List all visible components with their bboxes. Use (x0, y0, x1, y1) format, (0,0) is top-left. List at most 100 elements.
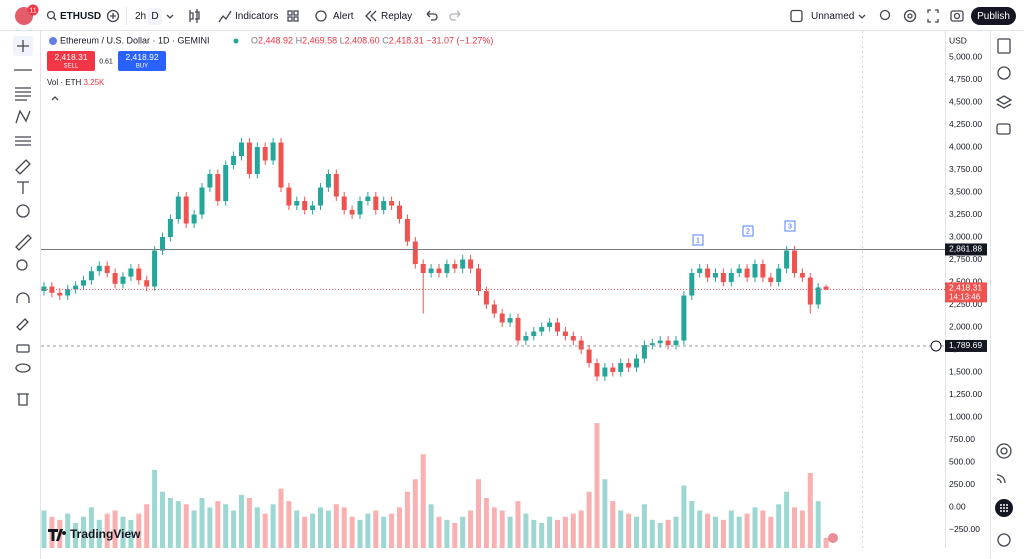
candle-body (570, 336, 576, 341)
volume-bar (634, 516, 639, 548)
text-tool[interactable] (17, 181, 29, 194)
visibility-tool[interactable] (15, 363, 31, 373)
candle-body (199, 187, 205, 215)
cursor-tool[interactable] (17, 40, 29, 52)
emoji-tool[interactable] (16, 204, 30, 218)
add-alert-button[interactable] (930, 340, 942, 352)
volume-bar (341, 507, 347, 548)
volume-bar (199, 498, 205, 548)
volume-bar (483, 498, 489, 548)
layout-name[interactable]: Unnamed (811, 11, 854, 22)
y-tick-label: 500.00 (949, 456, 975, 466)
fib-tool[interactable] (15, 87, 31, 101)
undo-icon[interactable] (426, 10, 438, 21)
candle-body (807, 277, 813, 305)
zoom-tool[interactable] (16, 259, 28, 271)
indicators[interactable]: Indicators (235, 11, 278, 22)
brush-tool[interactable] (15, 159, 31, 175)
candle-body (594, 363, 600, 377)
quick-search-icon[interactable] (879, 9, 891, 21)
settings-icon[interactable] (903, 9, 917, 23)
interval-active[interactable]: D (151, 11, 158, 22)
y-tick-label: 5,000.00 (949, 51, 982, 61)
candle-body (333, 174, 339, 197)
replay[interactable]: Replay (381, 11, 412, 22)
candle-body (341, 196, 347, 211)
symbol[interactable]: ETHUSD (60, 11, 101, 22)
candle-body (254, 147, 260, 175)
forecast-tool[interactable] (15, 136, 31, 146)
sell-label[interactable]: SELL (64, 64, 79, 70)
indicators-icon[interactable] (218, 10, 232, 23)
volume-bar (412, 479, 418, 548)
annotation: 3 (788, 223, 792, 230)
candle-body (365, 196, 371, 202)
plot: 1 2 3 (41, 138, 945, 548)
volume-bar (152, 469, 158, 548)
buy-price[interactable]: 2,418.92 (125, 52, 158, 62)
y-tick-label: 3,500.00 (949, 186, 982, 196)
candle-body (112, 273, 118, 284)
magnet-tool[interactable] (16, 292, 30, 303)
layers-icon[interactable] (995, 95, 1013, 109)
interval-menu-icon[interactable] (166, 14, 174, 19)
legend-value: 2,418.31 (389, 36, 424, 46)
countdown: 14:13:46 (949, 292, 981, 301)
layout-checkbox[interactable] (790, 9, 803, 23)
chat-icon[interactable] (996, 123, 1011, 135)
y-tick-label: 250.00 (949, 479, 975, 489)
snapshot-icon[interactable] (950, 10, 964, 22)
streams-icon[interactable] (996, 474, 1006, 484)
volume-bar (41, 510, 47, 548)
help-icon[interactable] (997, 533, 1011, 547)
add-symbol-icon[interactable] (106, 9, 120, 23)
sell-price[interactable]: 2,418.31 (54, 52, 87, 62)
hotlist-icon[interactable] (996, 443, 1012, 459)
candle-body (104, 265, 110, 274)
buy-label[interactable]: BUY (136, 64, 148, 70)
alerts-icon[interactable] (997, 66, 1011, 80)
templates-icon[interactable] (287, 10, 293, 16)
currency[interactable]: USD (949, 35, 967, 45)
candle-body (302, 201, 308, 211)
candle-body (610, 367, 616, 373)
search-icon[interactable] (46, 10, 56, 20)
alert[interactable]: Alert (333, 11, 354, 22)
volume-bar (207, 507, 213, 548)
volume-bar (381, 516, 387, 548)
volume-bar (468, 510, 474, 548)
collapse-legend[interactable] (51, 96, 59, 101)
volume-bar (365, 513, 371, 548)
candle-body (397, 205, 402, 220)
replay-icon[interactable] (365, 10, 377, 22)
sell-button[interactable] (47, 51, 95, 71)
lock-drawing-tool[interactable] (16, 318, 29, 331)
buy-button[interactable] (118, 51, 166, 71)
publish[interactable]: Publish (977, 11, 1010, 22)
candle-body (41, 286, 47, 292)
volume-bar (491, 507, 497, 548)
candle-body (231, 156, 237, 166)
redo-icon[interactable] (449, 10, 461, 21)
pattern-tool[interactable] (15, 109, 31, 124)
publish-button[interactable] (971, 7, 1016, 25)
layout-menu-icon[interactable] (858, 14, 866, 19)
watchlist-icon[interactable] (997, 38, 1011, 54)
volume-bar (278, 488, 284, 548)
volume-bar (555, 519, 560, 548)
y-tick-label: 4,500.00 (949, 96, 982, 106)
fullscreen-icon[interactable] (927, 9, 939, 23)
volume-bar (262, 513, 268, 548)
interval[interactable]: 2h (135, 11, 146, 22)
alert-icon[interactable] (315, 10, 327, 22)
volume-bar (128, 519, 134, 548)
lock-tool[interactable] (16, 344, 30, 353)
delete-tool[interactable] (17, 393, 29, 406)
last-price-tag (945, 282, 987, 303)
chart-type-icon[interactable] (189, 9, 200, 23)
volume-bar (349, 516, 355, 548)
volume-bar (665, 519, 671, 548)
ruler-tool[interactable] (15, 234, 32, 251)
